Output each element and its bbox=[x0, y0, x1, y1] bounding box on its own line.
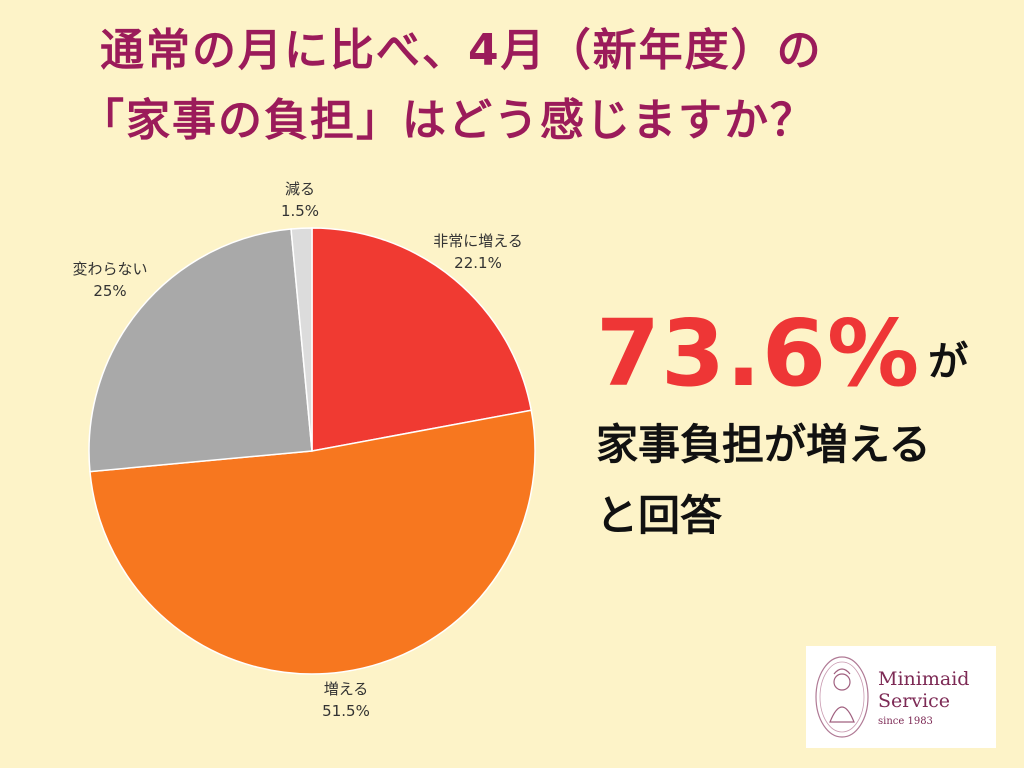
logo-name-line-1: Minimaid bbox=[878, 668, 970, 690]
callout-line-3: と回答 bbox=[596, 491, 723, 540]
logo-text: Minimaid Service since 1983 bbox=[878, 668, 969, 727]
slice-label-decrease: 減る bbox=[285, 180, 315, 198]
slice-label-very-increase: 非常に増える bbox=[433, 232, 523, 250]
pie-slice-increase bbox=[89, 409, 536, 675]
title-line-2: 「家事の負担」はどう感じますか？ bbox=[80, 95, 816, 146]
slice-label-increase: 増える bbox=[324, 680, 369, 698]
pie-labels: 非常に増える 22.1% 増える 51.5% 変わらない 25% 減る 1.5% bbox=[72, 180, 522, 720]
slice-label-no-change: 変わらない bbox=[72, 260, 147, 278]
slice-value-increase: 51.5% bbox=[322, 702, 370, 720]
slice-value-no-change: 25% bbox=[93, 282, 126, 300]
title-line-1: 通常の月に比べ、4月（新年度）の bbox=[100, 25, 823, 76]
callout-percent: 73.6% bbox=[596, 300, 921, 407]
logo-since: since 1983 bbox=[878, 716, 933, 727]
callout: 73.6% が 家事負担が増える と回答 bbox=[596, 300, 968, 543]
slice-value-decrease: 1.5% bbox=[281, 202, 319, 220]
pie-slices bbox=[88, 227, 536, 675]
logo-name-line-2: Service bbox=[878, 690, 951, 712]
maid-emblem-icon bbox=[815, 656, 869, 738]
pie-slice-very-increase bbox=[311, 227, 533, 452]
pie-slice-no-change bbox=[88, 228, 313, 473]
callout-line-2: 家事負担が増える bbox=[596, 420, 931, 469]
slice-value-very-increase: 22.1% bbox=[454, 254, 502, 272]
pie-slice-decrease bbox=[290, 227, 313, 452]
callout-particle: が bbox=[928, 339, 969, 385]
company-logo: Minimaid Service since 1983 bbox=[806, 646, 996, 748]
